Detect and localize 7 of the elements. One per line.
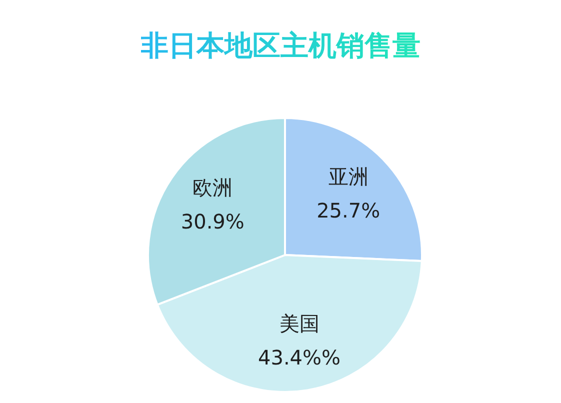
data-label: 25.7% xyxy=(316,198,380,223)
data-label: 43.4%% xyxy=(258,346,341,370)
chart-title: 非日本地区主机销售量 xyxy=(140,29,420,62)
slice-label: 亚洲 xyxy=(328,164,368,189)
slice-label: 欧洲 xyxy=(192,176,233,200)
slice-label: 美国 xyxy=(279,312,320,336)
data-label: 30.9% xyxy=(180,210,244,234)
